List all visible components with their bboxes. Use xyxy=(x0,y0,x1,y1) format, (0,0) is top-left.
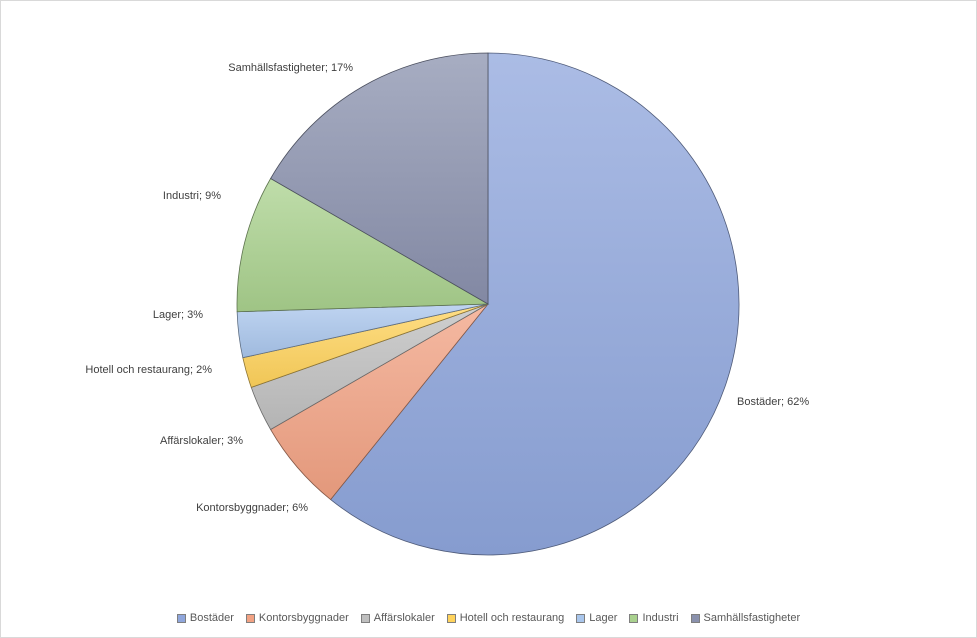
legend-swatch xyxy=(176,613,186,623)
data-label: Kontorsbyggnader; 6% xyxy=(196,502,308,514)
data-label: Affärslokaler; 3% xyxy=(160,435,243,447)
legend-swatch xyxy=(360,613,370,623)
legend-swatch xyxy=(446,613,456,623)
legend-item: Affärslokaler xyxy=(360,612,435,624)
data-label: Lager; 3% xyxy=(153,309,203,321)
pie-slice-samhällsfastigheter xyxy=(270,52,489,305)
legend-swatch xyxy=(690,613,700,623)
legend-label: Samhällsfastigheter xyxy=(703,612,801,624)
legend-swatch xyxy=(245,613,255,623)
legend-label: Lager xyxy=(589,612,618,624)
pie-slice-bostäder xyxy=(330,52,740,556)
legend-label: Affärslokaler xyxy=(373,612,435,624)
legend-label: Bostäder xyxy=(189,612,234,624)
data-label: Samhällsfastigheter; 17% xyxy=(228,62,353,74)
legend-item: Kontorsbyggnader xyxy=(245,612,349,624)
pie-slices xyxy=(236,52,740,556)
data-label: Industri; 9% xyxy=(163,190,221,202)
data-labels: Bostäder; 62% Kontorsbyggnader; 6% Affärsl… xyxy=(85,62,809,514)
legend-label: Hotell och restaurang xyxy=(459,612,565,624)
legend-item: Hotell och restaurang xyxy=(446,612,565,624)
data-label: Hotell och restaurang; 2% xyxy=(85,364,212,376)
pie-slice-industri xyxy=(236,177,490,313)
legend-label: Industri xyxy=(642,612,679,624)
data-label: Bostäder; 62% xyxy=(737,396,809,408)
legend-swatch xyxy=(576,613,586,623)
legend-swatch xyxy=(629,613,639,623)
legend-item: Industri xyxy=(629,612,679,624)
legend-label: Kontorsbyggnader xyxy=(258,612,349,624)
legend: Bostäder Kontorsbyggnader Affärslokaler Hot… xyxy=(0,610,977,626)
legend-item: Samhällsfastigheter xyxy=(690,612,801,624)
legend-item: Lager xyxy=(576,612,617,624)
legend-item: Bostäder xyxy=(176,612,234,624)
